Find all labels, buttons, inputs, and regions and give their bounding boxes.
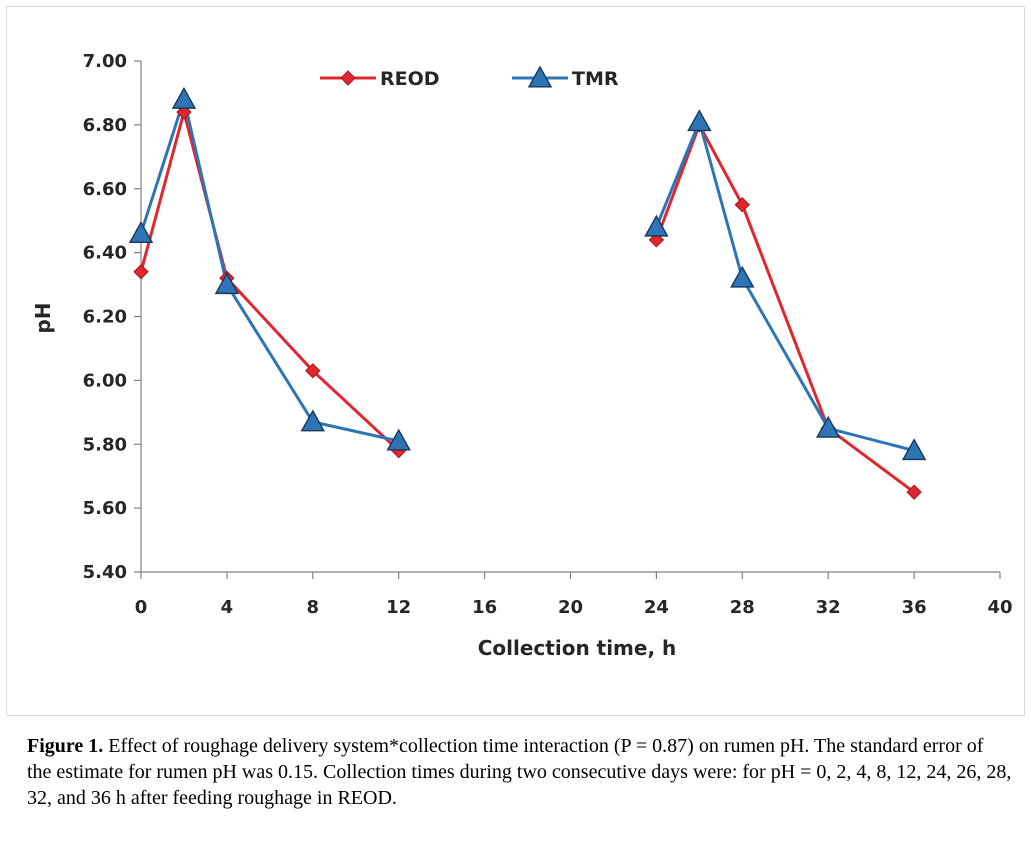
- point-tmr: [386, 428, 411, 451]
- x-tick-label: 32: [816, 597, 841, 618]
- point-tmr: [644, 214, 669, 237]
- y-tick-label: 7.00: [83, 51, 127, 72]
- line-chart: 5.40 5.60 5.80 6.00 6.20 6.40 6.60 6.80 7.00 0 4 8 1…: [31, 51, 1013, 660]
- y-tick-label: 6.20: [83, 307, 127, 328]
- y-tick-label: 5.80: [83, 434, 127, 455]
- legend-marker-tmr: [527, 65, 553, 88]
- point-tmr: [901, 438, 927, 461]
- legend-label-reod: REOD: [380, 68, 440, 90]
- markers-tmr: [128, 86, 927, 461]
- y-tick-label: 6.60: [83, 179, 127, 200]
- x-axis-label: Collection time, h: [478, 636, 677, 660]
- series-tmr: [139, 97, 915, 453]
- caption-label: Figure 1.: [27, 735, 104, 757]
- y-tick-label: 6.00: [83, 370, 127, 391]
- point-reod: [305, 363, 321, 379]
- chart-axes: [134, 60, 1001, 579]
- point-tmr: [128, 221, 154, 243]
- series-line-reod: [139, 110, 400, 452]
- legend: REOD TMR: [320, 65, 619, 90]
- y-tick-label: 5.40: [83, 562, 127, 583]
- x-tick-label: 20: [558, 597, 583, 618]
- series-line-reod: [654, 123, 915, 494]
- point-tmr: [730, 265, 755, 288]
- y-tick-label: 6.80: [83, 115, 127, 136]
- series-line-tmr: [655, 120, 915, 453]
- point-tmr: [687, 109, 712, 132]
- y-tick-label: 5.60: [83, 498, 127, 519]
- x-tick-label: 12: [386, 597, 411, 618]
- series-reod: [139, 110, 915, 494]
- series-line-tmr: [139, 97, 400, 443]
- x-tick-label: 24: [644, 597, 669, 618]
- x-tick-label: 0: [135, 597, 148, 618]
- figure-frame: [6, 6, 1025, 716]
- x-tick-label: 16: [472, 597, 497, 618]
- point-reod: [734, 197, 751, 213]
- x-tick-label: 36: [902, 597, 927, 618]
- legend-label-tmr: TMR: [572, 68, 619, 90]
- caption-text: Effect of roughage delivery system*colle…: [27, 735, 1012, 809]
- x-tick-label: 8: [307, 597, 320, 618]
- point-tmr: [214, 272, 240, 295]
- point-tmr: [816, 415, 841, 438]
- point-tmr: [300, 409, 325, 432]
- point-reod: [906, 484, 922, 500]
- x-tick-label: 4: [221, 597, 234, 618]
- markers-reod: [133, 104, 922, 500]
- x-tick-label: 40: [987, 597, 1012, 618]
- x-tick-label: 28: [730, 597, 755, 618]
- point-tmr: [171, 86, 197, 109]
- point-reod: [133, 264, 149, 280]
- series-layer: [128, 86, 927, 500]
- legend-marker-reod: [340, 70, 356, 86]
- figure-caption: Figure 1. Effect of roughage delivery sy…: [27, 733, 1012, 811]
- y-axis-label: pH: [31, 302, 55, 333]
- tick-labels: 5.40 5.60 5.80 6.00 6.20 6.40 6.60 6.80 7.00 0 4 8 1…: [83, 51, 1013, 618]
- y-tick-label: 6.40: [83, 243, 127, 264]
